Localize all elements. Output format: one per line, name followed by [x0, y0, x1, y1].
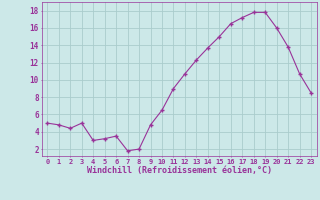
- X-axis label: Windchill (Refroidissement éolien,°C): Windchill (Refroidissement éolien,°C): [87, 166, 272, 175]
